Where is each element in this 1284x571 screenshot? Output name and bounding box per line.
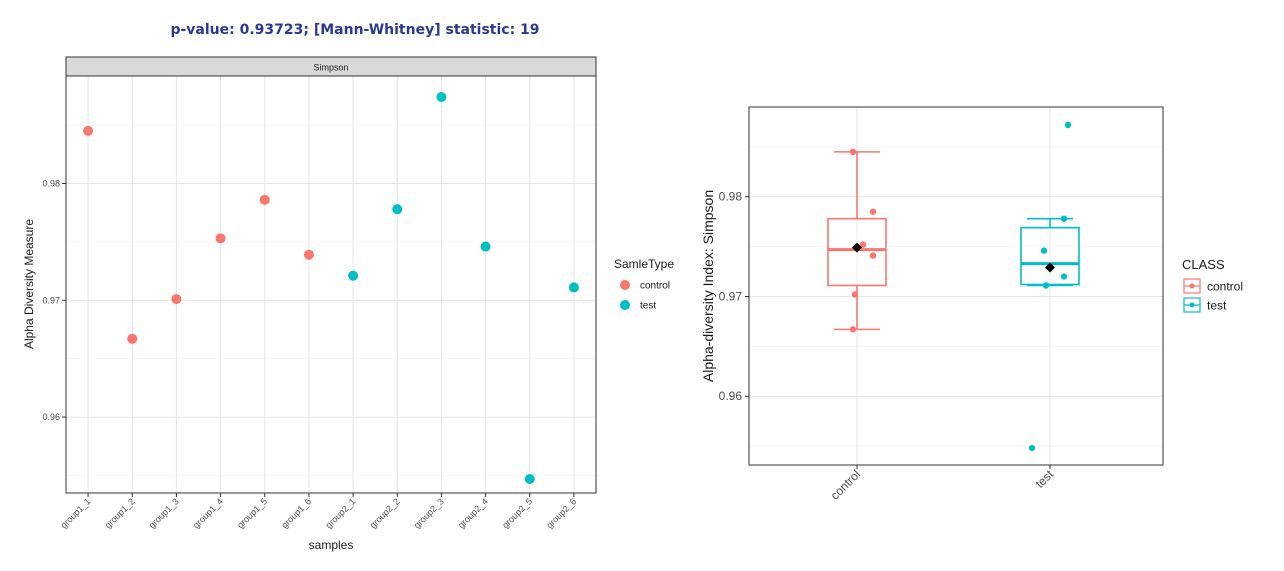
scatter-x-tick-label: group2_3 xyxy=(412,496,446,530)
boxplot-y-ticks: 0.96 0.97 0.98 xyxy=(719,190,749,403)
scatter-legend: SamleType control test xyxy=(614,257,674,312)
scatter-panel: Simpson 0.960.970.98 group1_1 group1_2 gro… xyxy=(22,56,674,552)
scatter-x-tick-label: group1_2 xyxy=(103,496,137,530)
boxplot-point-test xyxy=(1064,121,1072,129)
scatter-point-test xyxy=(392,204,403,215)
scatter-y-tick-label: 0.98 xyxy=(42,178,60,188)
facet-label: Simpson xyxy=(313,63,348,73)
boxplot-legend-key-control xyxy=(1183,278,1201,294)
scatter-legend-key-control xyxy=(620,280,630,290)
scatter-point-test xyxy=(436,92,447,103)
scatter-x-tick-label: group2_4 xyxy=(456,496,490,530)
scatter-point-test xyxy=(524,473,535,484)
scatter-x-tick-label: group2_2 xyxy=(368,496,402,530)
scatter-x-tick-label: group1_1 xyxy=(59,496,93,530)
boxplot-point-control xyxy=(859,241,867,248)
boxplot-point-control xyxy=(869,208,877,215)
scatter-point-control xyxy=(259,194,270,205)
scatter-x-tick-label: group1_4 xyxy=(191,496,225,530)
boxplot-y-tick-label: 0.97 xyxy=(719,289,743,303)
scatter-point-test xyxy=(568,282,579,293)
scatter-grid xyxy=(66,76,596,493)
scatter-legend-key-test xyxy=(620,300,630,310)
boxplot-boxes xyxy=(827,121,1080,452)
boxplot-legend: CLASS control test xyxy=(1182,257,1243,313)
scatter-plot-border xyxy=(65,75,597,494)
scatter-y-axis-label: Alpha Diversity Measure xyxy=(22,219,36,349)
boxplot-point-test xyxy=(1028,444,1036,452)
scatter-y-tick-label: 0.97 xyxy=(42,295,60,305)
boxplot-point-test xyxy=(1060,215,1068,222)
scatter-plot-background xyxy=(66,76,596,493)
scatter-point-control xyxy=(215,233,226,244)
boxplot-background xyxy=(749,107,1163,465)
scatter-point-control xyxy=(171,294,182,305)
boxplot-mean-marker xyxy=(1045,262,1055,273)
scatter-point-control xyxy=(303,249,314,260)
scatter-x-tick-label: group1_3 xyxy=(147,496,181,530)
scatter-x-tick-label: group2_5 xyxy=(500,496,534,530)
boxplot-border xyxy=(748,106,1164,466)
boxplot-iqr-box xyxy=(1020,226,1080,286)
boxplot-point-control xyxy=(869,252,877,259)
scatter-point-control xyxy=(83,125,94,136)
scatter-point-control xyxy=(127,333,138,344)
boxplot-point-test xyxy=(1060,273,1068,280)
scatter-legend-title: SamleType xyxy=(614,257,674,271)
scatter-x-tick-label: group1_6 xyxy=(279,496,313,530)
scatter-x-tick-label: group1_5 xyxy=(235,496,269,530)
scatter-x-tick-label: group2_6 xyxy=(544,496,578,530)
scatter-point-test xyxy=(480,241,491,252)
boxplot-legend-label-control: control xyxy=(1207,280,1243,294)
boxplot-x-tick-label: test xyxy=(1033,467,1057,491)
scatter-legend-label-test: test xyxy=(640,301,656,312)
boxplot-point-control xyxy=(849,326,857,333)
scatter-legend-label-control: control xyxy=(640,281,670,292)
boxplot-legend-title: CLASS xyxy=(1182,257,1225,272)
boxplot-point-control xyxy=(849,148,857,156)
boxplot-box-control xyxy=(827,148,887,333)
boxplot-legend-label-test: test xyxy=(1207,299,1227,313)
boxplot-grid xyxy=(749,107,1163,465)
boxplot-legend-key-test xyxy=(1183,297,1201,313)
scatter-x-ticks: group1_1 group1_2 group1_3 group1_4 group1_5… xyxy=(59,493,578,530)
scatter-y-tick-label: 0.96 xyxy=(42,412,60,422)
boxplot-point-test xyxy=(1042,282,1050,289)
boxplot-y-tick-label: 0.96 xyxy=(719,389,743,403)
boxplot-x-ticks: control test xyxy=(828,465,1057,503)
stat-test-title: p-value: 0.93723; [Mann-Whitney] statist… xyxy=(170,22,540,38)
boxplot-x-tick-label: control xyxy=(828,467,863,502)
boxplot-y-axis-label: Alpha-diversity Index: Simpson xyxy=(700,190,716,382)
scatter-point-test xyxy=(348,270,359,281)
scatter-y-ticks: 0.96 0.97 0.98 xyxy=(42,178,66,422)
boxplot-box-test xyxy=(1020,121,1080,452)
boxplot-panel: 0.96 0.97 0.98 control test Alpha-diversity… xyxy=(700,106,1243,503)
scatter-x-axis-label: samples xyxy=(309,538,354,552)
scatter-points xyxy=(83,92,579,484)
boxplot-point-test xyxy=(1040,247,1048,254)
boxplot-point-control xyxy=(851,291,859,298)
boxplot-y-tick-label: 0.98 xyxy=(719,190,743,204)
boxplot-mean-marker xyxy=(852,242,862,253)
scatter-x-tick-label: group2_1 xyxy=(324,496,358,530)
